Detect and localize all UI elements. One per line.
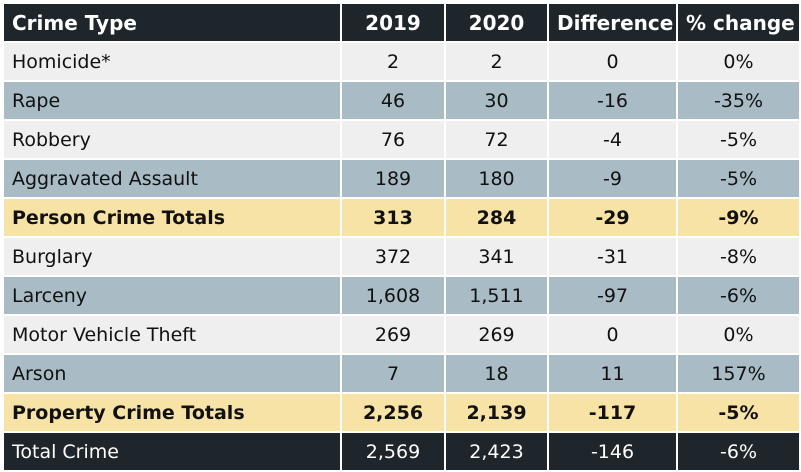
percent-change-cell: -9% xyxy=(676,197,801,238)
value-2020-cell: 30 xyxy=(444,80,549,121)
percent-change-cell: 157% xyxy=(676,353,801,394)
value-2019-cell: 2,569 xyxy=(340,431,446,472)
value-2019-cell: 313 xyxy=(340,197,446,238)
crime-type-cell: Robbery xyxy=(2,119,342,160)
difference-cell: -146 xyxy=(547,431,678,472)
difference-cell: 0 xyxy=(547,314,678,355)
value-2020-cell: 2 xyxy=(444,41,549,82)
header-difference: Difference xyxy=(547,2,678,43)
value-2019-cell: 189 xyxy=(340,158,446,199)
percent-change-cell: -35% xyxy=(676,80,801,121)
totals-row: Person Crime Totals 313 284 -29 -9% xyxy=(2,197,801,238)
crime-type-cell: Aggravated Assault xyxy=(2,158,342,199)
header-percent-change: % change xyxy=(676,2,801,43)
header-2019: 2019 xyxy=(340,2,446,43)
crime-type-cell: Larceny xyxy=(2,275,342,316)
crime-type-cell: Property Crime Totals xyxy=(2,392,342,433)
percent-change-cell: -6% xyxy=(676,431,801,472)
difference-cell: -31 xyxy=(547,236,678,277)
value-2020-cell: 18 xyxy=(444,353,549,394)
table-row: Arson 7 18 11 157% xyxy=(2,353,801,394)
value-2019-cell: 2,256 xyxy=(340,392,446,433)
value-2020-cell: 72 xyxy=(444,119,549,160)
percent-change-cell: -5% xyxy=(676,119,801,160)
value-2020-cell: 2,139 xyxy=(444,392,549,433)
crime-type-cell: Burglary xyxy=(2,236,342,277)
crime-type-cell: Person Crime Totals xyxy=(2,197,342,238)
table-body: Homicide* 2 2 0 0% Rape 46 30 -16 -35% Robbery 76 72… xyxy=(2,41,801,472)
table-row: Homicide* 2 2 0 0% xyxy=(2,41,801,82)
percent-change-cell: 0% xyxy=(676,314,801,355)
value-2020-cell: 284 xyxy=(444,197,549,238)
difference-cell: -16 xyxy=(547,80,678,121)
percent-change-cell: -5% xyxy=(676,158,801,199)
table-row: Rape 46 30 -16 -35% xyxy=(2,80,801,121)
crime-type-cell: Total Crime xyxy=(2,431,342,472)
crime-type-cell: Rape xyxy=(2,80,342,121)
value-2020-cell: 2,423 xyxy=(444,431,549,472)
difference-cell: 11 xyxy=(547,353,678,394)
value-2020-cell: 269 xyxy=(444,314,549,355)
value-2019-cell: 76 xyxy=(340,119,446,160)
percent-change-cell: -5% xyxy=(676,392,801,433)
crime-type-cell: Arson xyxy=(2,353,342,394)
percent-change-cell: -8% xyxy=(676,236,801,277)
value-2020-cell: 1,511 xyxy=(444,275,549,316)
percent-change-cell: -6% xyxy=(676,275,801,316)
value-2020-cell: 180 xyxy=(444,158,549,199)
table-row: Robbery 76 72 -4 -5% xyxy=(2,119,801,160)
value-2019-cell: 2 xyxy=(340,41,446,82)
table-row: Larceny 1,608 1,511 -97 -6% xyxy=(2,275,801,316)
total-crime-row: Total Crime 2,569 2,423 -146 -6% xyxy=(2,431,801,472)
header-row: Crime Type 2019 2020 Difference % change xyxy=(2,2,801,43)
difference-cell: -9 xyxy=(547,158,678,199)
value-2019-cell: 372 xyxy=(340,236,446,277)
value-2019-cell: 7 xyxy=(340,353,446,394)
totals-row: Property Crime Totals 2,256 2,139 -117 -5% xyxy=(2,392,801,433)
difference-cell: -4 xyxy=(547,119,678,160)
value-2019-cell: 269 xyxy=(340,314,446,355)
table-row: Aggravated Assault 189 180 -9 -5% xyxy=(2,158,801,199)
value-2019-cell: 1,608 xyxy=(340,275,446,316)
header-crime-type: Crime Type xyxy=(2,2,342,43)
crime-type-cell: Motor Vehicle Theft xyxy=(2,314,342,355)
value-2020-cell: 341 xyxy=(444,236,549,277)
table-row: Motor Vehicle Theft 269 269 0 0% xyxy=(2,314,801,355)
table-row: Burglary 372 341 -31 -8% xyxy=(2,236,801,277)
crime-type-cell: Homicide* xyxy=(2,41,342,82)
percent-change-cell: 0% xyxy=(676,41,801,82)
difference-cell: -117 xyxy=(547,392,678,433)
difference-cell: -97 xyxy=(547,275,678,316)
difference-cell: 0 xyxy=(547,41,678,82)
value-2019-cell: 46 xyxy=(340,80,446,121)
header-2020: 2020 xyxy=(444,2,549,43)
difference-cell: -29 xyxy=(547,197,678,238)
